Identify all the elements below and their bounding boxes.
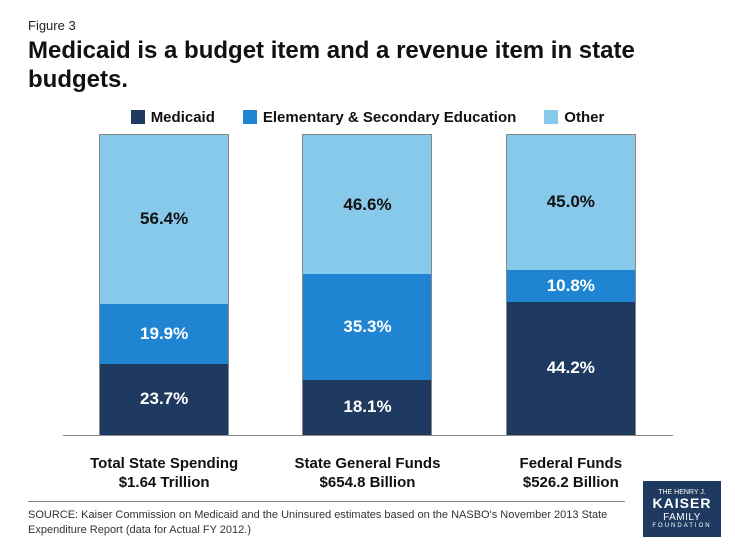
legend-label: Elementary & Secondary Education: [263, 109, 516, 126]
legend-label: Medicaid: [151, 109, 215, 126]
x-axis-label: State General Funds$654.8 Billion: [272, 454, 462, 493]
legend-item: Medicaid: [131, 109, 215, 126]
legend-swatch: [131, 110, 145, 124]
legend-swatch: [243, 110, 257, 124]
bar-segment: 35.3%: [303, 274, 431, 380]
source-note: SOURCE: Kaiser Commission on Medicaid an…: [28, 501, 625, 537]
bar-segment: 18.1%: [303, 380, 431, 434]
bar-segment: 44.2%: [507, 302, 635, 435]
logo-line: FAMILY: [663, 512, 701, 523]
bar-segment: 10.8%: [507, 270, 635, 302]
legend: Medicaid Elementary & Secondary Educatio…: [28, 109, 707, 126]
legend-swatch: [544, 110, 558, 124]
legend-label: Other: [564, 109, 604, 126]
bar-segment: 45.0%: [507, 135, 635, 270]
bar-column: 45.0%10.8%44.2%: [506, 134, 636, 435]
logo-line: KAISER: [653, 496, 712, 511]
figure-label: Figure 3: [28, 18, 707, 33]
bar-segment: 19.9%: [100, 304, 228, 364]
bar-column: 46.6%35.3%18.1%: [302, 134, 432, 435]
bar-column: 56.4%19.9%23.7%: [99, 134, 229, 435]
logo-line: FOUNDATION: [652, 523, 711, 530]
x-axis-label: Federal Funds$526.2 Billion: [476, 454, 666, 493]
chart-title: Medicaid is a budget item and a revenue …: [28, 37, 707, 95]
chart-area: 56.4%19.9%23.7% 46.6%35.3%18.1% 45.0%10.8%…: [63, 136, 673, 446]
kaiser-logo: THE HENRY J. KAISER FAMILY FOUNDATION: [643, 481, 721, 537]
bar-segment: 56.4%: [100, 135, 228, 304]
bar-segment: 23.7%: [100, 364, 228, 435]
x-axis-label: Total State Spending$1.64 Trillion: [69, 454, 259, 493]
bar-columns: 56.4%19.9%23.7% 46.6%35.3%18.1% 45.0%10.8%…: [63, 136, 673, 436]
legend-item: Elementary & Secondary Education: [243, 109, 516, 126]
x-axis-labels: Total State Spending$1.64 Trillion State …: [63, 454, 673, 493]
legend-item: Other: [544, 109, 604, 126]
bar-segment: 46.6%: [303, 135, 431, 275]
